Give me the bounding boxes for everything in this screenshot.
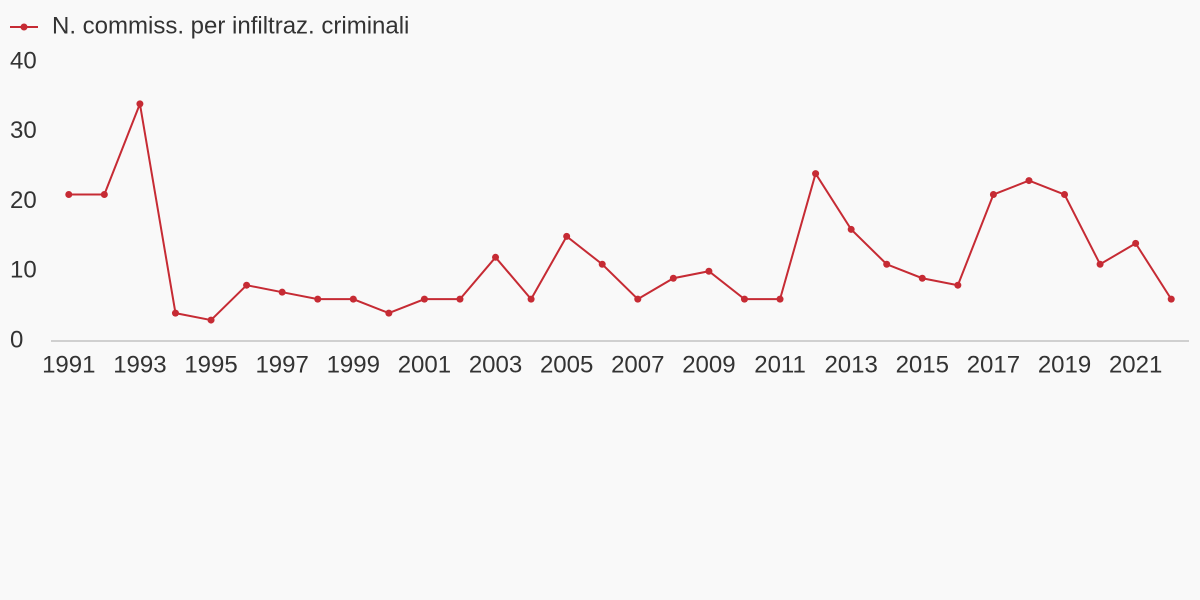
point: [812, 170, 820, 178]
point: [492, 253, 500, 261]
point: [349, 295, 357, 303]
point: [207, 316, 215, 324]
x-tick-label: 2005: [540, 351, 593, 378]
x-tick-label: 2009: [682, 351, 735, 378]
x-tick-label: 1991: [42, 351, 95, 378]
point: [171, 309, 179, 317]
y-tick-label: 0: [10, 326, 23, 353]
point: [1025, 177, 1033, 185]
point: [634, 295, 642, 303]
point: [563, 232, 571, 240]
x-tick-label: 2013: [824, 351, 877, 378]
point: [776, 295, 784, 303]
point: [989, 191, 997, 199]
point: [527, 295, 535, 303]
point: [243, 281, 251, 289]
point: [278, 288, 286, 296]
x-tick-label: 1993: [113, 351, 166, 378]
y-tick-label: 30: [10, 117, 37, 144]
point: [420, 295, 428, 303]
x-tick-label: 1999: [327, 351, 380, 378]
point: [954, 281, 962, 289]
point: [1096, 260, 1104, 268]
point: [669, 274, 677, 282]
y-tick-label: 40: [10, 47, 37, 74]
x-tick-label: 2003: [469, 351, 522, 378]
x-tick-label: 1997: [255, 351, 308, 378]
point: [883, 260, 891, 268]
point: [1167, 295, 1175, 303]
x-tick-label: 2021: [1109, 351, 1162, 378]
y-tick-label: 10: [10, 257, 37, 284]
x-tick-label: 2001: [398, 351, 451, 378]
series-line: [68, 100, 1173, 322]
x-tick-label: 2011: [754, 351, 806, 378]
point: [314, 295, 322, 303]
point: [918, 274, 926, 282]
point: [65, 191, 73, 199]
point: [385, 309, 393, 317]
legend-label: N. commiss. per infiltraz. criminali: [52, 12, 409, 39]
y-tick-label: 20: [10, 187, 37, 214]
x-tick-label: 2015: [896, 351, 949, 378]
point: [100, 191, 108, 199]
point: [598, 260, 606, 268]
point: [740, 295, 748, 303]
x-tick-label: 2017: [967, 351, 1020, 378]
point: [847, 225, 855, 233]
x-tick-label: 2019: [1038, 351, 1091, 378]
point: [1061, 191, 1069, 199]
point: [1132, 239, 1140, 247]
legend-marker: [20, 23, 28, 31]
point: [136, 100, 144, 108]
point: [456, 295, 464, 303]
x-tick-label: 2007: [611, 351, 664, 378]
x-tick-label: 1995: [184, 351, 237, 378]
point: [705, 267, 713, 275]
